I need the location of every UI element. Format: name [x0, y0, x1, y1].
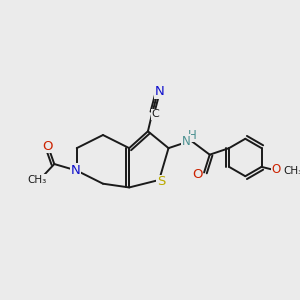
Text: O: O — [192, 168, 203, 181]
Text: H: H — [188, 128, 196, 142]
Text: CH₃: CH₃ — [284, 166, 300, 176]
Text: CH₃: CH₃ — [28, 175, 47, 185]
Text: N: N — [182, 135, 191, 148]
Text: S: S — [157, 175, 165, 188]
Text: C: C — [152, 110, 159, 119]
Text: O: O — [43, 140, 53, 153]
Text: N: N — [71, 164, 81, 177]
Text: O: O — [272, 163, 281, 176]
Text: N: N — [154, 85, 164, 98]
